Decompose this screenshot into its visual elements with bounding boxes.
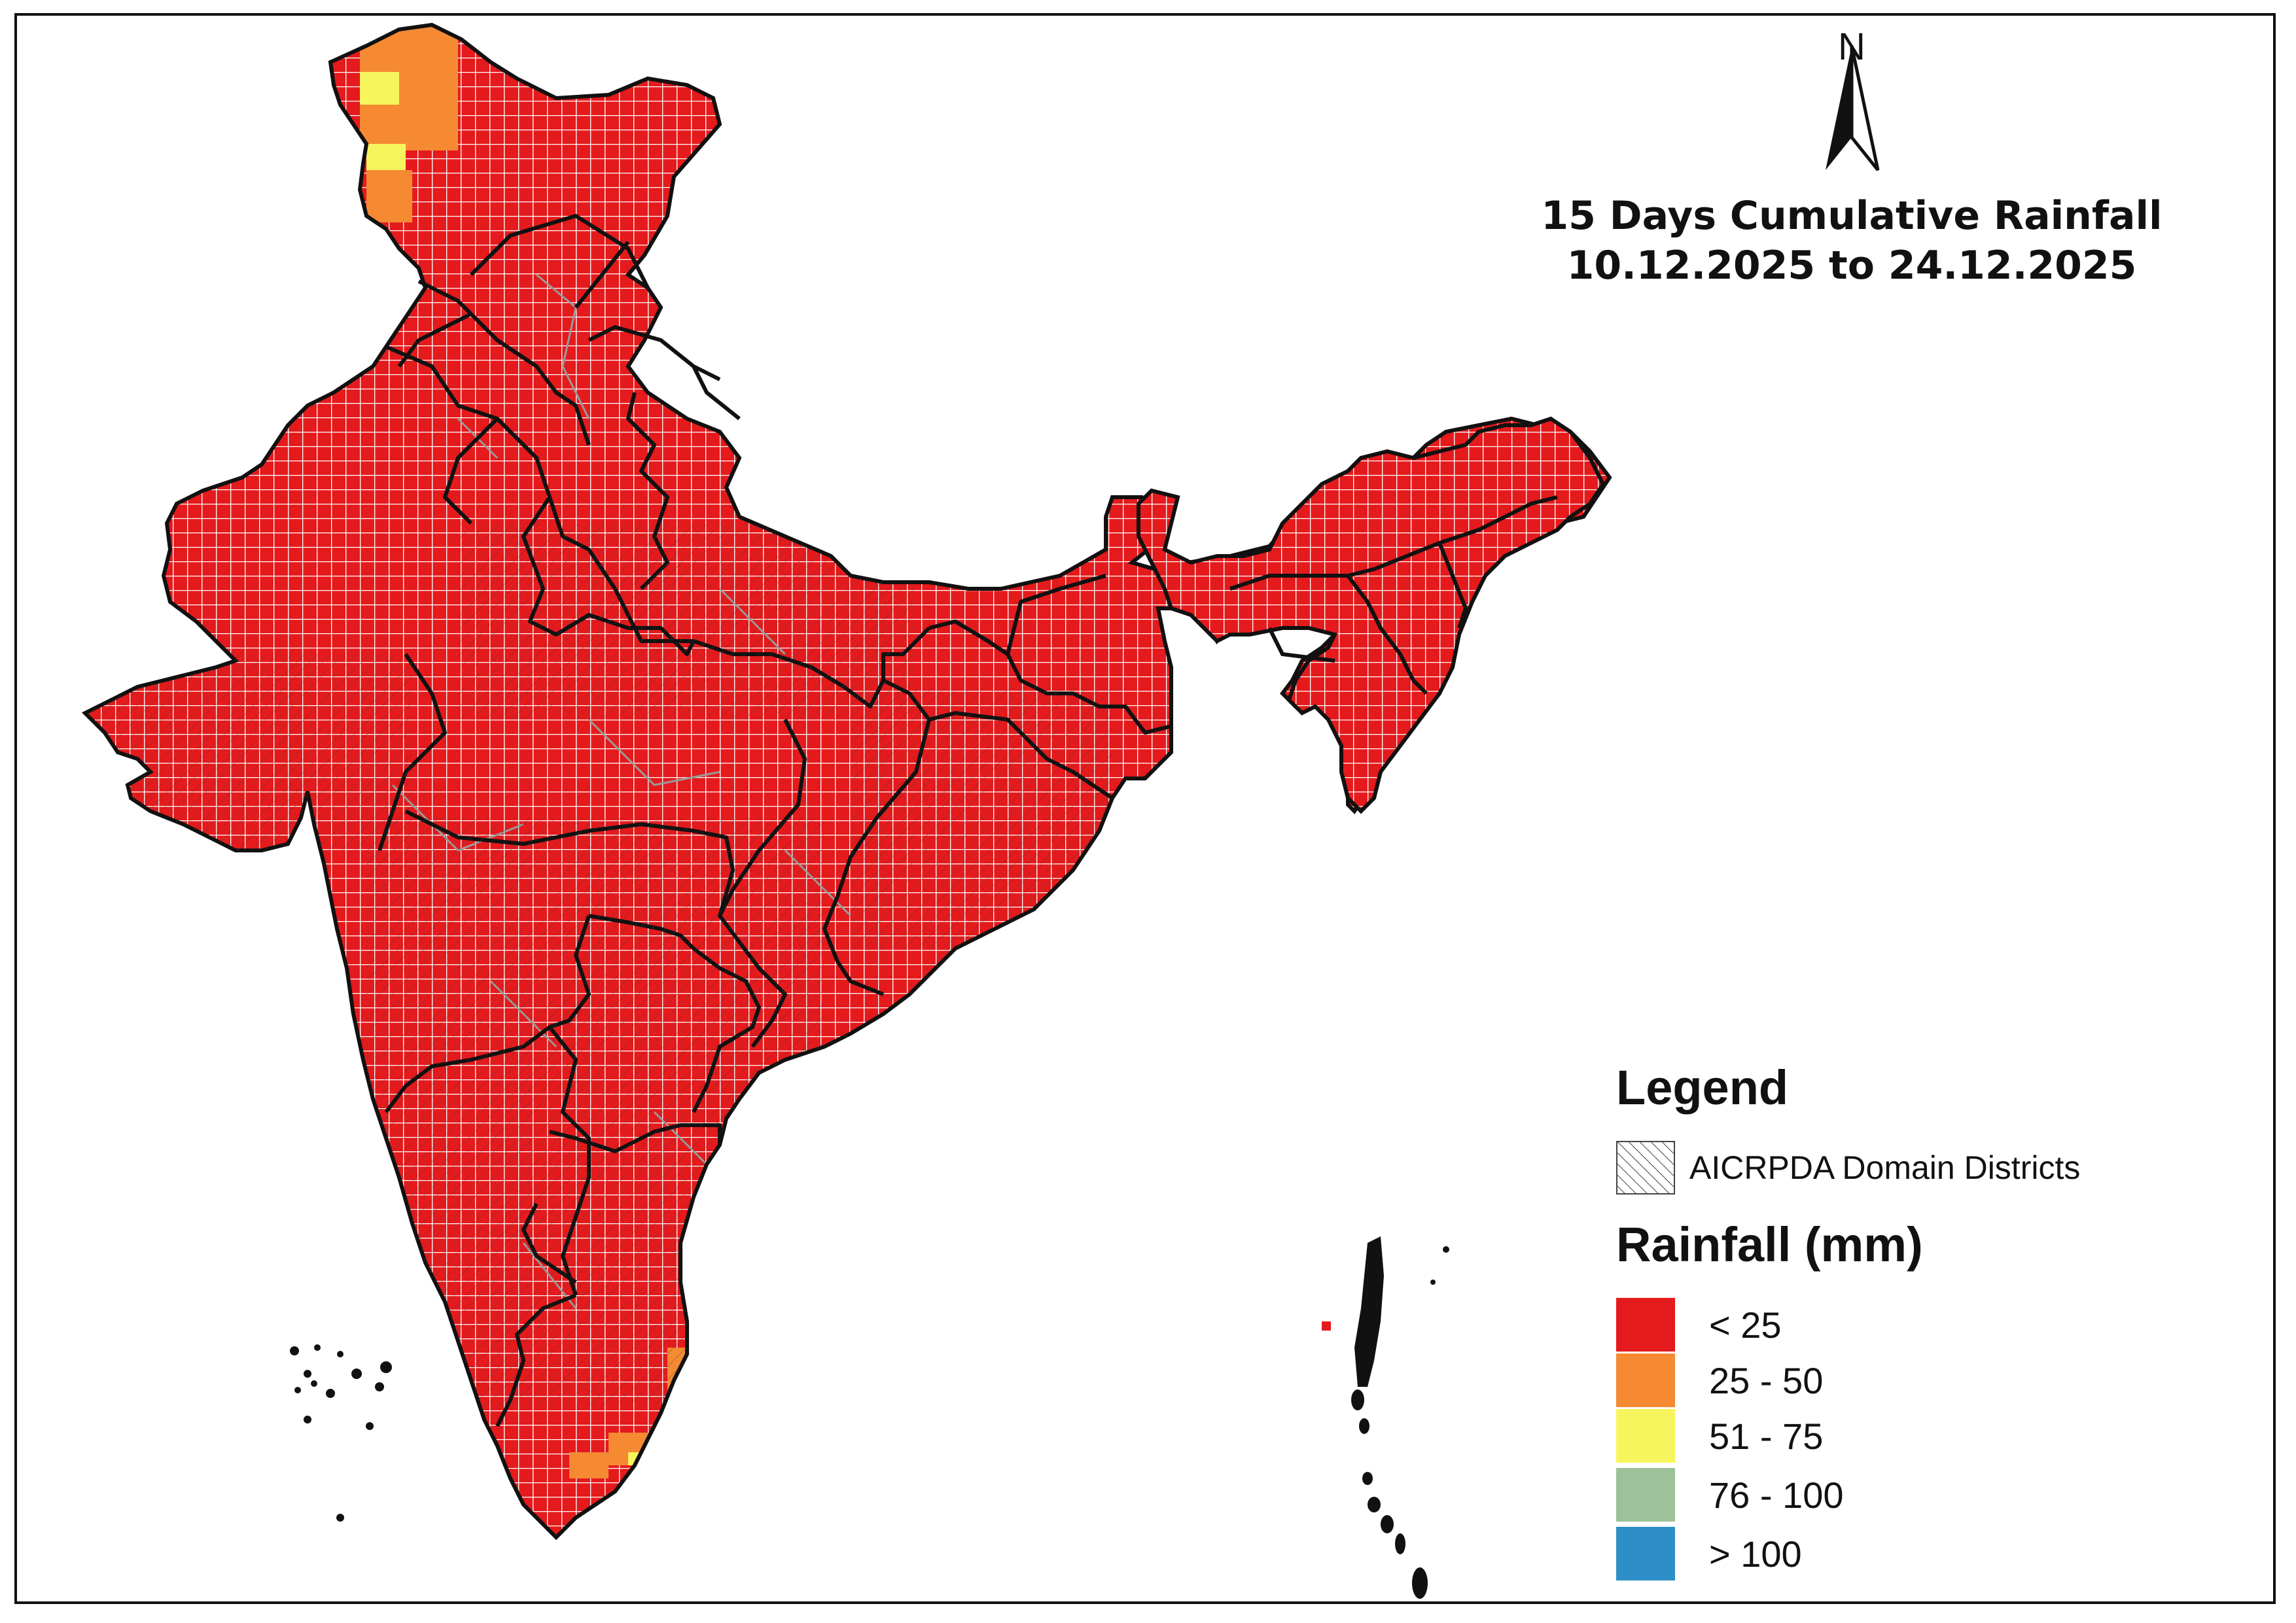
map-title: 15 Days Cumulative Rainfall 10.12.2025 t… xyxy=(1453,191,2251,290)
legend-label: 25 - 50 xyxy=(1709,1359,1824,1401)
legend-swatch xyxy=(1616,1527,1675,1580)
hatch-label: AICRPDA Domain Districts xyxy=(1689,1149,2081,1186)
hatch-swatch xyxy=(1616,1141,1675,1195)
legend-class-row: < 25 xyxy=(1616,1295,1782,1354)
lakshadweep-islands xyxy=(290,1344,392,1522)
north-arrow-icon xyxy=(1826,45,1880,171)
legend-swatch xyxy=(1616,1298,1675,1352)
zone-51-75-north xyxy=(360,72,399,105)
legend-class-row: > 100 xyxy=(1616,1524,1802,1583)
legend-class-row: 51 - 75 xyxy=(1616,1406,1823,1465)
andaman-nicobar-islands xyxy=(1322,1236,1449,1599)
title-line-2: 10.12.2025 to 24.12.2025 xyxy=(1566,243,2137,288)
legend: Legend AICRPDA Domain Districts Rainfall… xyxy=(1616,1060,2205,1596)
legend-swatch xyxy=(1616,1468,1675,1522)
northeast-borders xyxy=(1229,495,1558,695)
legend-label: 51 - 75 xyxy=(1709,1415,1824,1457)
legend-class-row: 76 - 100 xyxy=(1616,1465,1844,1524)
title-line-1: 15 Days Cumulative Rainfall xyxy=(1541,193,2163,239)
legend-label: 76 - 100 xyxy=(1709,1474,1844,1516)
zone-25-50-north-2 xyxy=(366,170,412,222)
legend-label: > 100 xyxy=(1709,1533,1802,1575)
legend-swatch xyxy=(1616,1409,1675,1463)
legend-title: Legend xyxy=(1616,1060,1789,1115)
rainfall-legend-title: Rainfall (mm) xyxy=(1616,1217,1923,1272)
legend-hatch-row: AICRPDA Domain Districts xyxy=(1616,1138,2080,1197)
zone-25-50-south-3 xyxy=(569,1452,609,1478)
legend-class-row: 25 - 50 xyxy=(1616,1351,1823,1410)
legend-label: < 25 xyxy=(1709,1304,1782,1346)
legend-swatch xyxy=(1616,1353,1675,1407)
